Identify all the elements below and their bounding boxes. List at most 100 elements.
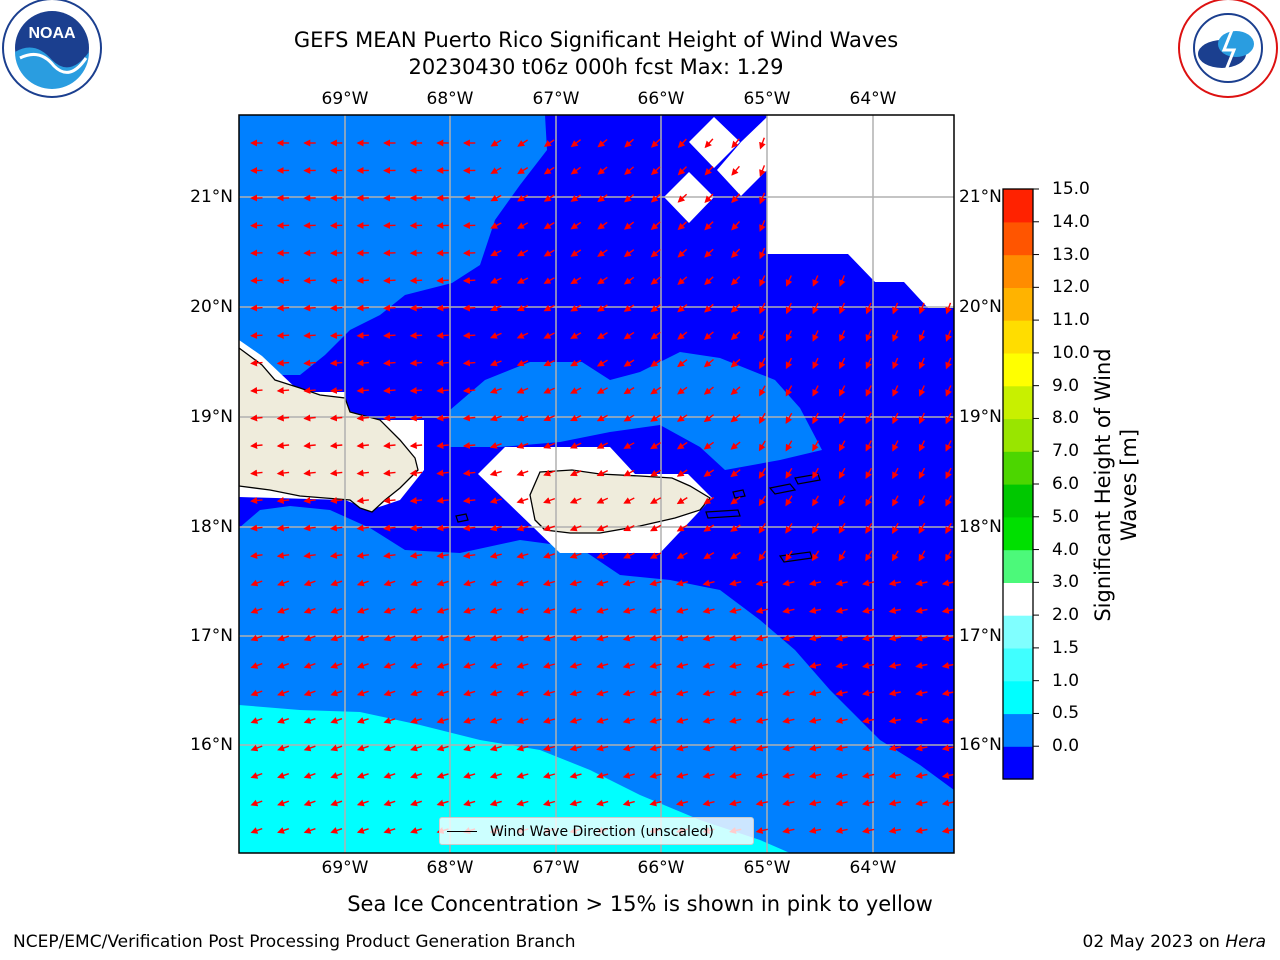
wind-wave-arrow [543,277,555,284]
wind-wave-arrow [729,634,742,642]
wind-wave-arrow [782,772,795,779]
wind-wave-arrow [596,442,609,449]
wind-wave-arrow [862,607,875,614]
wind-wave-arrow [888,772,901,779]
run-date: 02 May 2023 on Hera [1083,932,1267,952]
wind-wave-arrow [596,332,608,340]
wind-wave-arrow [569,744,582,752]
wind-wave-arrow [703,358,714,368]
wind-wave-arrow [865,357,873,370]
wind-wave-arrow [436,332,449,339]
wind-wave-arrow [516,579,529,587]
wind-wave-arrow [865,330,873,342]
wind-wave-arrow [622,662,635,669]
wind-wave-arrow [383,497,396,504]
wind-wave-arrow [276,469,290,477]
colorbar-tick-label: 15.0 [1052,179,1090,199]
wind-wave-arrow [303,277,316,284]
wind-wave-arrow [945,330,952,342]
wind-wave-arrow [436,359,449,367]
wind-wave-arrow [436,387,449,394]
chart-title: GEFS MEAN Puerto Rico Significant Height… [293,28,899,52]
wind-wave-arrow [676,441,688,450]
wind-wave-arrow [303,579,316,587]
wind-wave-arrow [888,634,901,642]
wind-wave-arrow [250,689,263,697]
wind-wave-arrow [677,193,688,203]
wind-wave-arrow [277,662,290,669]
wind-wave-arrow [623,469,635,477]
colorbar-segment [1003,189,1033,223]
wind-wave-arrow [542,772,556,779]
wind-wave-arrow [835,634,848,642]
wind-wave-arrow [918,495,926,507]
wind-wave-arrow [516,799,529,807]
wind-wave-arrow [785,550,793,562]
wind-wave-arrow [785,440,793,452]
colorbar-segment [1003,287,1033,321]
wind-wave-arrow [729,717,742,724]
colorbar-tick-label: 10.0 [1052,342,1090,363]
wind-wave-arrow [356,799,369,807]
wind-wave-arrow [489,662,502,669]
wind-wave-arrow [731,221,741,231]
wind-wave-arrow [838,440,846,452]
wind-wave-arrow [729,689,742,697]
wind-wave-arrow [356,579,369,587]
wind-wave-arrow [945,357,952,370]
legend-label: Wind Wave Direction (unscaled) [490,824,714,840]
wind-wave-arrow [865,522,873,534]
wind-wave-arrow [650,221,661,231]
lon-label-bottom: 67°W [532,858,580,878]
lon-label-top: 69°W [321,89,369,109]
wind-wave-arrow [596,579,609,587]
wind-wave-arrow [303,607,316,614]
wind-wave-arrow [409,524,423,532]
wind-wave-arrow [436,497,449,504]
wind-wave-arrow [277,689,290,697]
map-legend: Wind Wave Direction (unscaled) [439,817,754,845]
wind-wave-arrow [758,440,766,452]
wind-wave-arrow [915,744,928,752]
wind-wave-arrow [356,497,369,504]
wind-wave-arrow [676,497,688,505]
wind-wave-arrow [597,138,608,148]
wind-wave-arrow [675,717,689,724]
wind-wave-arrow [596,387,608,394]
wind-wave-arrow [596,552,609,559]
wind-wave-arrow [516,662,529,669]
wind-wave-arrow [704,193,714,204]
wind-wave-arrow [383,827,396,834]
wind-wave-arrow [892,385,899,397]
wind-wave-arrow [356,442,369,449]
wind-wave-arrow [677,386,688,395]
wind-wave-arrow [755,717,768,724]
wind-wave-arrow [623,414,635,422]
wind-wave-arrow [330,579,343,587]
wind-wave-arrow [808,799,822,807]
wind-wave-arrow [383,744,396,752]
wind-wave-arrow [276,359,290,367]
wind-wave-arrow [596,662,609,669]
wind-wave-arrow [250,799,263,807]
wind-wave-arrow [383,304,396,312]
colorbar-tick-label: 14.0 [1052,211,1090,232]
wind-wave-arrow [702,607,715,614]
wind-wave-arrow [303,497,316,504]
wind-wave-arrow [677,303,688,313]
lat-label-left: 19°N [190,407,233,427]
run-host: Hera [1225,932,1266,952]
wind-wave-arrow [543,332,555,339]
wind-wave-arrow [915,772,928,779]
wind-wave-arrow [410,799,423,807]
wind-wave-arrow [516,689,529,697]
wind-wave-arrow [623,249,635,258]
lat-label-left: 17°N [190,626,233,646]
wind-wave-arrow [650,276,661,285]
wind-wave-arrow [915,827,928,834]
wind-wave-arrow [759,192,766,205]
wind-wave-arrow [918,467,926,480]
wind-wave-arrow [622,717,635,724]
wind-wave-arrow [542,579,556,587]
